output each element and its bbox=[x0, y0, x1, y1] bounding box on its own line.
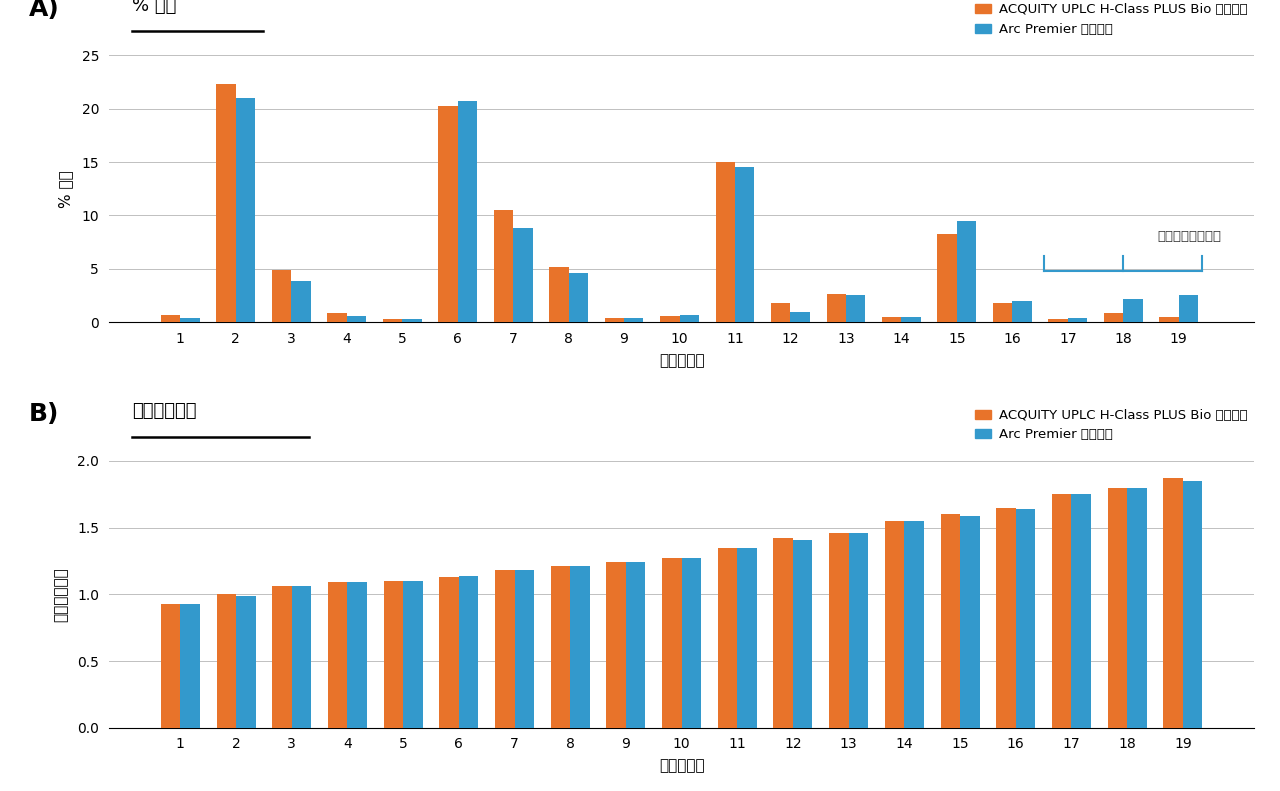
Bar bbox=[403, 581, 422, 728]
Bar bbox=[1164, 479, 1183, 728]
Bar bbox=[1183, 481, 1202, 728]
Bar bbox=[827, 294, 846, 322]
Bar bbox=[271, 270, 292, 322]
Bar bbox=[438, 105, 458, 322]
Bar bbox=[1107, 487, 1128, 728]
Bar bbox=[292, 281, 311, 322]
Bar bbox=[328, 312, 347, 322]
Bar bbox=[849, 533, 868, 728]
Bar bbox=[794, 539, 813, 728]
Legend: ACQUITY UPLC H-Class PLUS Bio システム, Arc Premier システム: ACQUITY UPLC H-Class PLUS Bio システム, Arc … bbox=[975, 409, 1248, 441]
Legend: ACQUITY UPLC H-Class PLUS Bio システム, Arc Premier システム: ACQUITY UPLC H-Class PLUS Bio システム, Arc … bbox=[975, 3, 1248, 36]
Bar bbox=[773, 539, 794, 728]
Bar bbox=[682, 558, 701, 728]
Bar bbox=[993, 303, 1012, 322]
Bar bbox=[937, 233, 957, 322]
Bar bbox=[901, 317, 920, 322]
Bar bbox=[180, 604, 200, 728]
Bar bbox=[347, 582, 367, 728]
Bar bbox=[1128, 487, 1147, 728]
Bar bbox=[1016, 509, 1036, 728]
Bar bbox=[882, 317, 901, 322]
Bar bbox=[905, 521, 924, 728]
Bar bbox=[662, 558, 682, 728]
Bar bbox=[328, 582, 347, 728]
Bar bbox=[236, 98, 255, 322]
Bar bbox=[846, 296, 865, 322]
Bar bbox=[550, 566, 570, 728]
Bar bbox=[625, 318, 644, 322]
Bar bbox=[549, 267, 568, 322]
Bar bbox=[1048, 319, 1068, 322]
Text: 二重シアル化糖鎖: 二重シアル化糖鎖 bbox=[1158, 230, 1222, 243]
Bar bbox=[1179, 296, 1198, 322]
Bar bbox=[458, 576, 479, 728]
Bar bbox=[216, 594, 236, 728]
Bar bbox=[604, 318, 625, 322]
Bar bbox=[1103, 312, 1124, 322]
Bar bbox=[957, 221, 977, 322]
Bar bbox=[216, 84, 236, 322]
Bar bbox=[495, 570, 515, 728]
Bar bbox=[884, 521, 905, 728]
Y-axis label: 相対保持時間: 相対保持時間 bbox=[54, 567, 69, 622]
Bar bbox=[1071, 494, 1091, 728]
Bar bbox=[180, 318, 200, 322]
Bar bbox=[273, 586, 292, 728]
Bar bbox=[718, 547, 737, 728]
Bar bbox=[660, 316, 680, 322]
Bar bbox=[515, 570, 534, 728]
Bar bbox=[513, 229, 532, 322]
Bar bbox=[384, 581, 403, 728]
Bar bbox=[347, 316, 366, 322]
Bar bbox=[735, 168, 754, 322]
Bar bbox=[941, 514, 960, 728]
X-axis label: ピーク番号: ピーク番号 bbox=[659, 353, 704, 368]
Bar bbox=[607, 562, 626, 728]
Bar bbox=[568, 273, 588, 322]
Bar bbox=[1124, 299, 1143, 322]
Bar bbox=[402, 319, 421, 322]
Bar bbox=[1160, 317, 1179, 322]
Bar bbox=[383, 319, 402, 322]
Bar bbox=[458, 101, 477, 322]
Bar bbox=[626, 562, 645, 728]
Bar bbox=[292, 586, 311, 728]
Bar bbox=[771, 303, 791, 322]
Text: B): B) bbox=[28, 402, 59, 426]
X-axis label: ピーク番号: ピーク番号 bbox=[659, 759, 704, 774]
Text: 相対保持時間: 相対保持時間 bbox=[132, 402, 196, 420]
Text: % 面穊: % 面穊 bbox=[132, 0, 177, 15]
Bar bbox=[996, 508, 1016, 728]
Text: A): A) bbox=[28, 0, 59, 21]
Bar bbox=[570, 566, 590, 728]
Bar bbox=[829, 533, 849, 728]
Bar bbox=[680, 315, 699, 322]
Bar bbox=[236, 596, 256, 728]
Bar bbox=[1052, 494, 1071, 728]
Bar bbox=[737, 547, 756, 728]
Bar bbox=[1012, 301, 1032, 322]
Bar bbox=[439, 577, 458, 728]
Bar bbox=[161, 604, 180, 728]
Y-axis label: % 面穊: % 面穊 bbox=[58, 170, 73, 208]
Bar bbox=[716, 162, 735, 322]
Bar bbox=[960, 516, 979, 728]
Bar bbox=[161, 315, 180, 322]
Bar bbox=[494, 210, 513, 322]
Bar bbox=[1068, 318, 1087, 322]
Bar bbox=[791, 312, 810, 322]
